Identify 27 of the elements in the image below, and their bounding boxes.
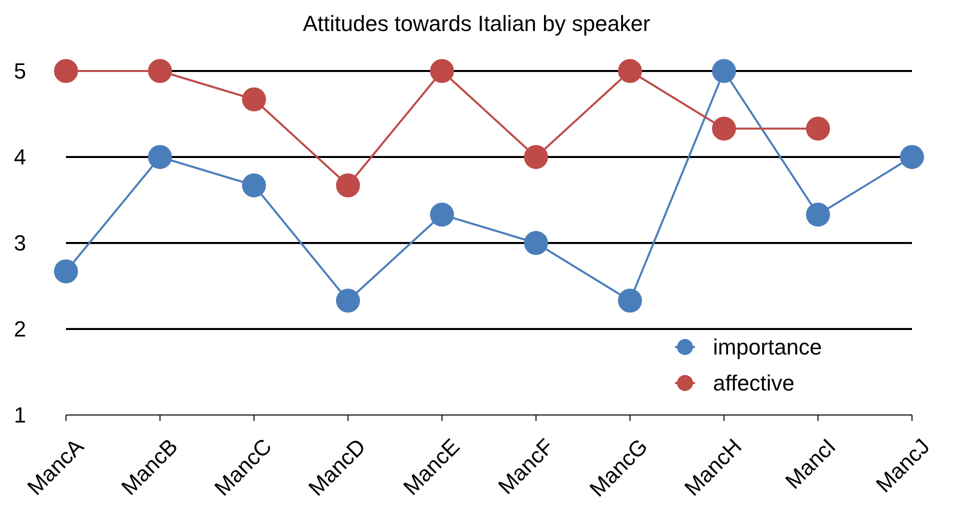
y-tick-label: 2 [14,316,26,342]
y-tick-label: 1 [14,402,26,428]
point [148,59,172,83]
point [54,59,78,83]
point [430,202,454,227]
point [806,202,830,227]
point [618,59,642,83]
point [712,59,736,83]
chart-title: Attitudes towards Italian by speaker [302,11,650,36]
point [618,288,642,313]
point [900,145,924,169]
y-tick-label: 5 [14,58,26,84]
y-tick-label: 3 [14,230,26,256]
point [336,288,360,313]
point [54,259,78,284]
legend-label: affective [713,370,795,396]
point [242,87,266,112]
y-tick-label: 4 [14,144,26,170]
point [524,231,548,255]
point [806,116,830,141]
point [336,173,360,198]
point [148,145,172,169]
point [524,145,548,169]
point [430,59,454,83]
point [712,116,736,141]
legend-label: importance [713,334,822,360]
point [242,173,266,198]
